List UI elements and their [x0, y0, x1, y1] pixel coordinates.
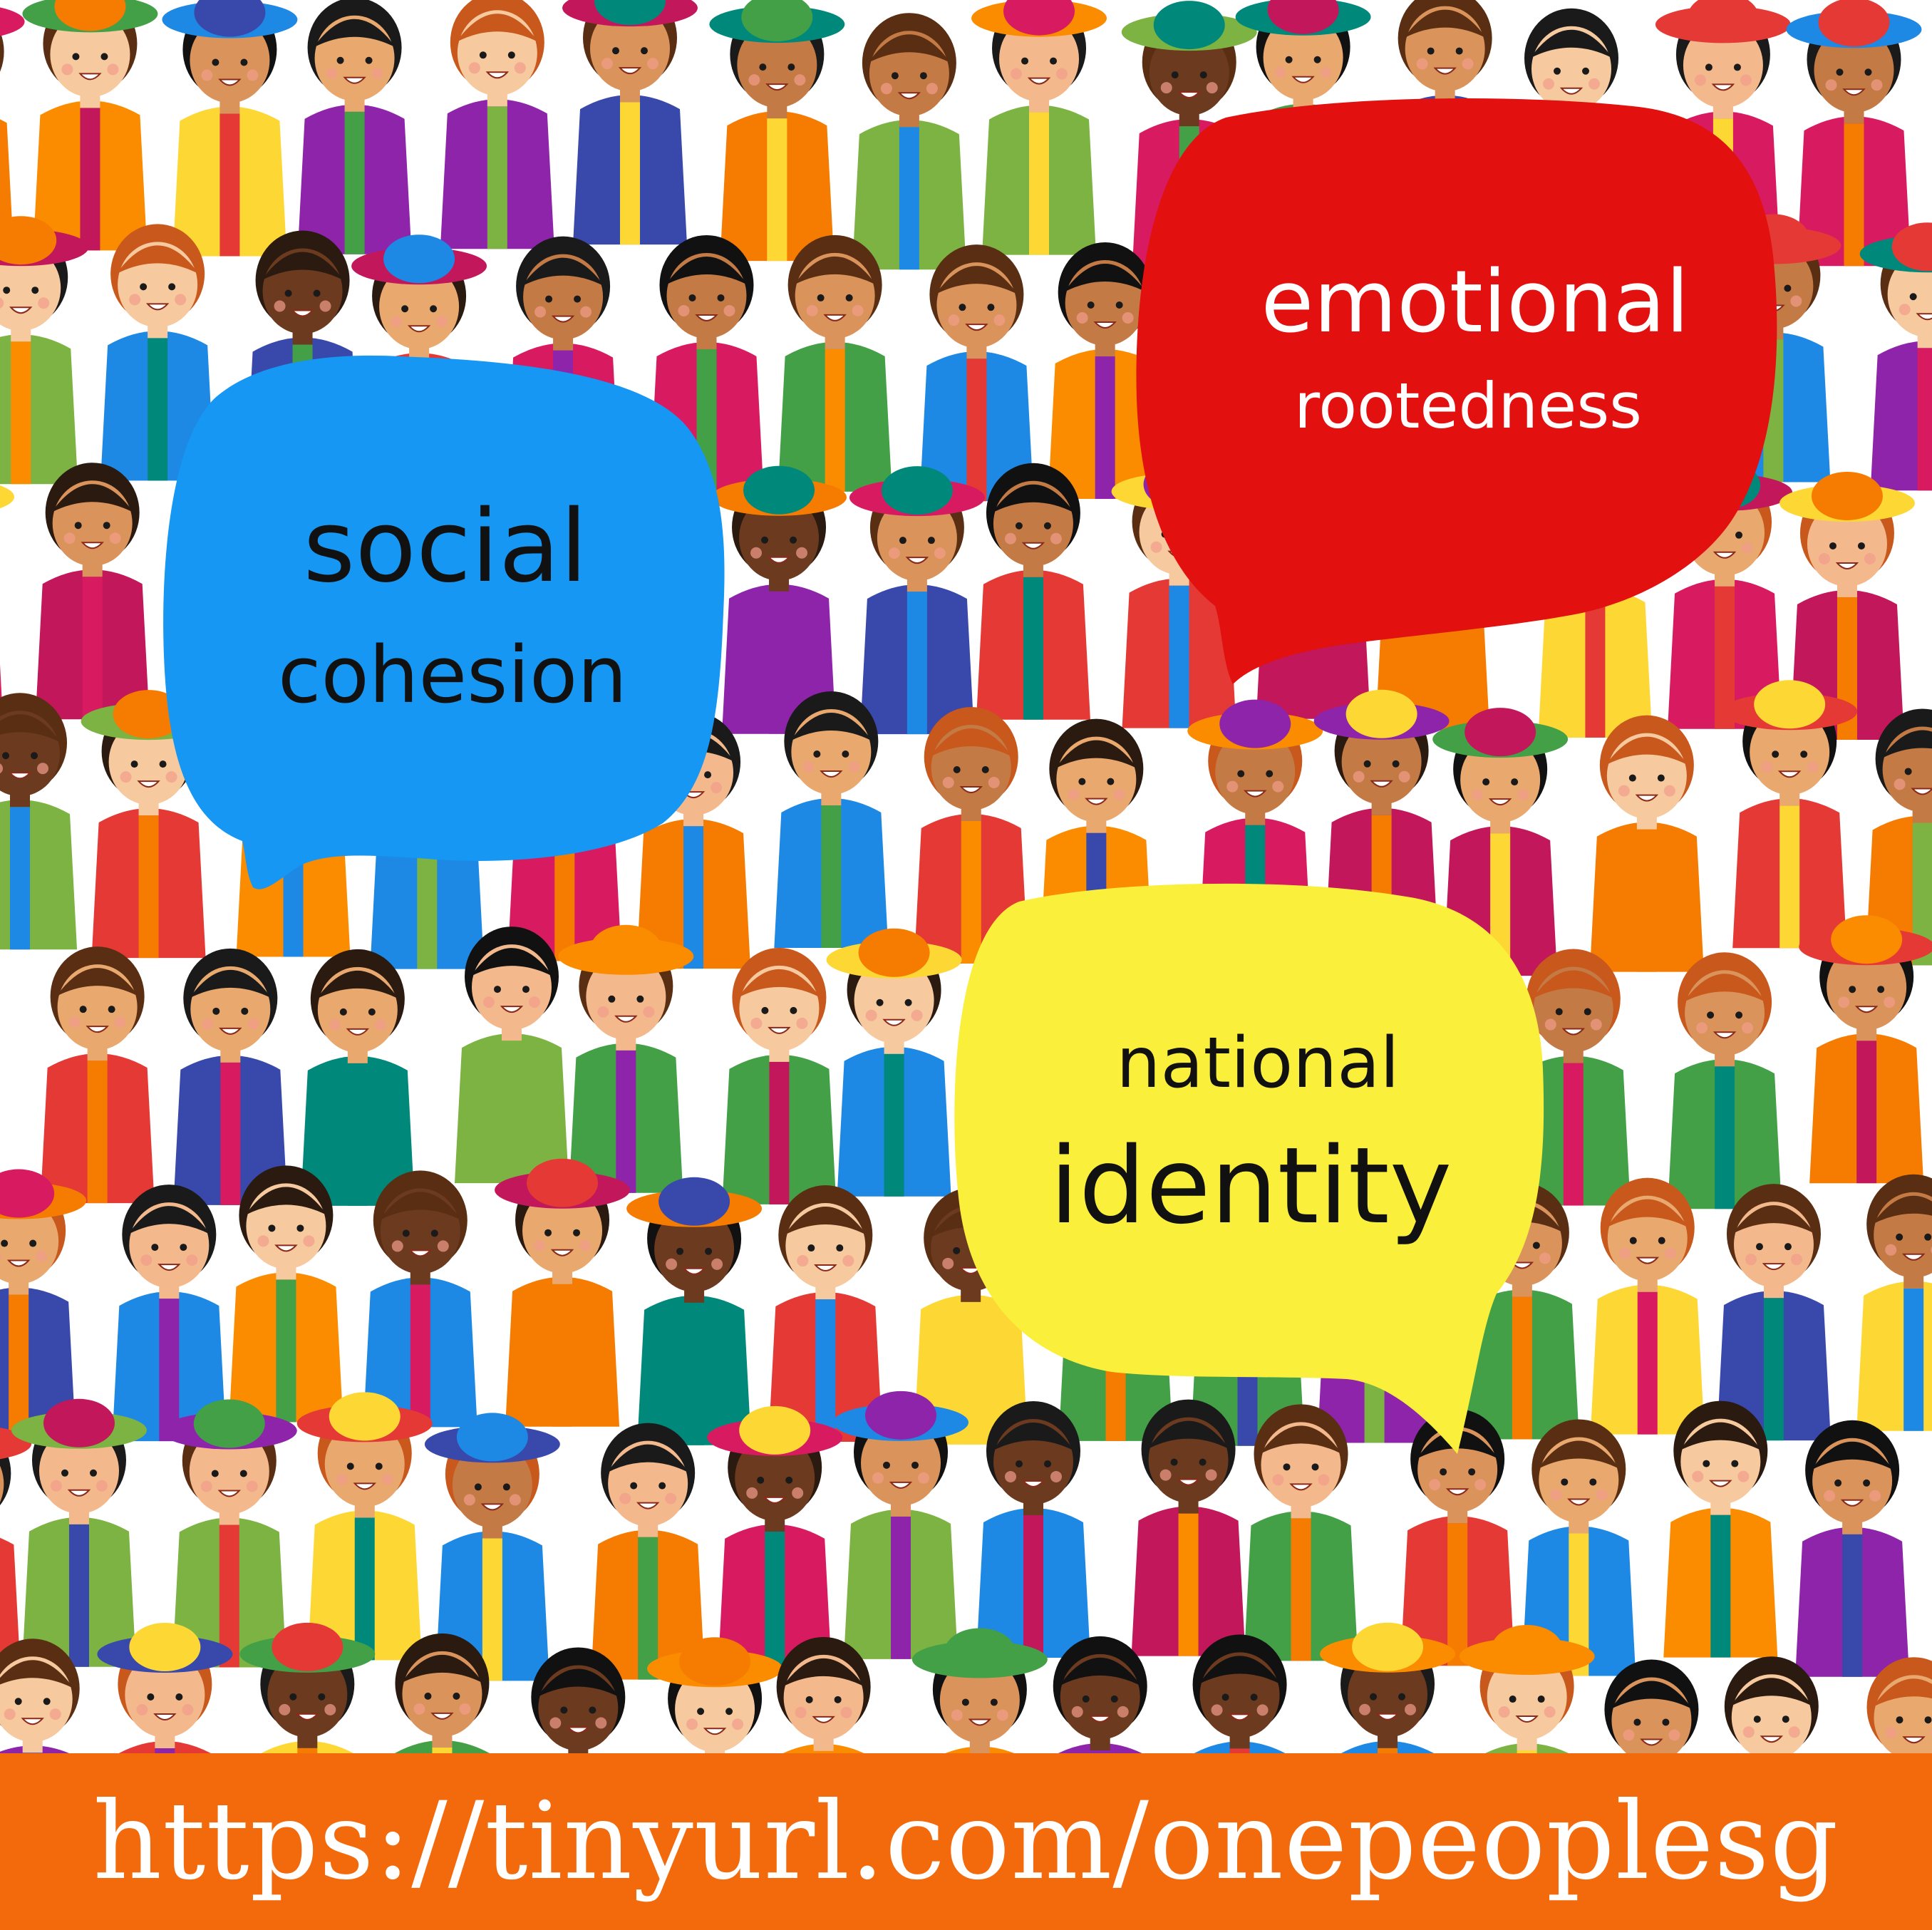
- person-figure: [971, 0, 1107, 255]
- bubble-social-line1: social: [303, 489, 587, 605]
- person-figure: [1053, 1636, 1147, 1753]
- person-figure: [440, 0, 554, 249]
- person-figure: [562, 0, 698, 245]
- person-figure: [395, 1633, 490, 1753]
- person-figure: [558, 924, 694, 1193]
- person-figure: [1459, 1625, 1595, 1753]
- person-figure: [1400, 1409, 1515, 1666]
- person-figure: [35, 463, 150, 720]
- bubble-emotional-line2: rootedness: [1294, 369, 1642, 443]
- person-figure: [1522, 1419, 1636, 1676]
- person-figure: [1192, 1634, 1287, 1753]
- bubble-national-line2: identity: [1050, 1125, 1452, 1247]
- person-figure: [22, 0, 158, 251]
- person-figure: [626, 1177, 763, 1445]
- person-figure: [97, 1622, 233, 1753]
- person-figure: [100, 224, 215, 481]
- person-figure: [1722, 680, 1858, 949]
- person-figure: [162, 0, 298, 257]
- speech-bubble-shape-yellow: [954, 883, 1544, 1454]
- person-figure: [833, 1390, 969, 1659]
- person-figure: [768, 1185, 883, 1443]
- person-figure: [1663, 1400, 1778, 1658]
- person-figure: [239, 1622, 376, 1753]
- person-figure: [1716, 1184, 1831, 1441]
- speech-bubble-national-identity: national identity: [954, 883, 1544, 1454]
- person-figure: [296, 1392, 433, 1661]
- bubble-social-line2: cohesion: [278, 629, 627, 721]
- person-figure: [0, 1169, 87, 1438]
- bubble-emotional-line1: emotional: [1261, 253, 1690, 352]
- person-figure: [454, 927, 569, 1184]
- person-figure: [852, 13, 966, 270]
- person-figure: [647, 1637, 783, 1753]
- person-figure: [722, 947, 837, 1204]
- person-figure: [112, 1185, 227, 1442]
- person-figure: [711, 465, 847, 734]
- person-figure: [0, 216, 89, 485]
- person-figure: [297, 0, 412, 254]
- person-figure: [976, 1400, 1090, 1658]
- person-figure: [1866, 1657, 1932, 1753]
- person-figure: [826, 928, 962, 1197]
- person-figure: [1668, 952, 1782, 1209]
- bubble-national-line1: national: [1116, 1023, 1399, 1104]
- person-figure: [363, 1170, 477, 1428]
- person-figure: [0, 1639, 80, 1753]
- person-figure: [709, 0, 845, 262]
- person-figure: [1131, 1399, 1246, 1656]
- speech-bubble-shape-blue: [163, 355, 725, 889]
- person-figure: [495, 1158, 631, 1427]
- person-figure: [774, 691, 889, 949]
- person-figure: [229, 1165, 343, 1423]
- person-figure: [919, 244, 1034, 502]
- person-figure: [707, 1405, 843, 1674]
- person-figure: [778, 234, 892, 492]
- person-figure: [1799, 915, 1932, 1184]
- person-figure: [300, 949, 415, 1206]
- person-figure: [1859, 222, 1932, 491]
- person-figure: [776, 1636, 871, 1753]
- banner-url-link[interactable]: https://tinyurl.com/onepeoplesg: [93, 1780, 1839, 1904]
- speech-bubble-social-cohesion: social cohesion: [163, 355, 725, 889]
- person-figure: [1048, 242, 1162, 500]
- person-figure: [161, 1399, 297, 1668]
- speech-bubble-emotional-rootedness: emotional rootedness: [1136, 98, 1777, 684]
- person-figure: [1779, 471, 1915, 740]
- person-figure: [976, 463, 1090, 720]
- speech-bubbles: social cohesion emotional rootedness nat…: [163, 98, 1777, 1454]
- person-figure: [40, 946, 155, 1204]
- person-figure: [1604, 1659, 1699, 1753]
- person-figure: [591, 1423, 706, 1680]
- speech-bubble-shape-red: [1136, 98, 1777, 684]
- person-figure: [1724, 1656, 1819, 1753]
- person-figure: [849, 466, 985, 735]
- person-figure: [1516, 949, 1631, 1206]
- person-figure: [531, 1647, 626, 1753]
- url-banner: https://tinyurl.com/onepeoplesg: [0, 1753, 1932, 1930]
- person-figure: [424, 1413, 560, 1681]
- person-figure: [911, 1628, 1048, 1753]
- person-figure: [11, 1398, 147, 1667]
- person-figure: [1244, 1404, 1358, 1661]
- person-figure: [1589, 715, 1704, 972]
- person-figure: [1795, 1420, 1910, 1677]
- person-figure: [0, 693, 78, 950]
- person-figure: [173, 948, 288, 1205]
- person-figure: [1856, 1174, 1932, 1431]
- person-figure: [1590, 1177, 1705, 1435]
- person-figure: [1786, 0, 1922, 267]
- person-figure: [1320, 1622, 1456, 1753]
